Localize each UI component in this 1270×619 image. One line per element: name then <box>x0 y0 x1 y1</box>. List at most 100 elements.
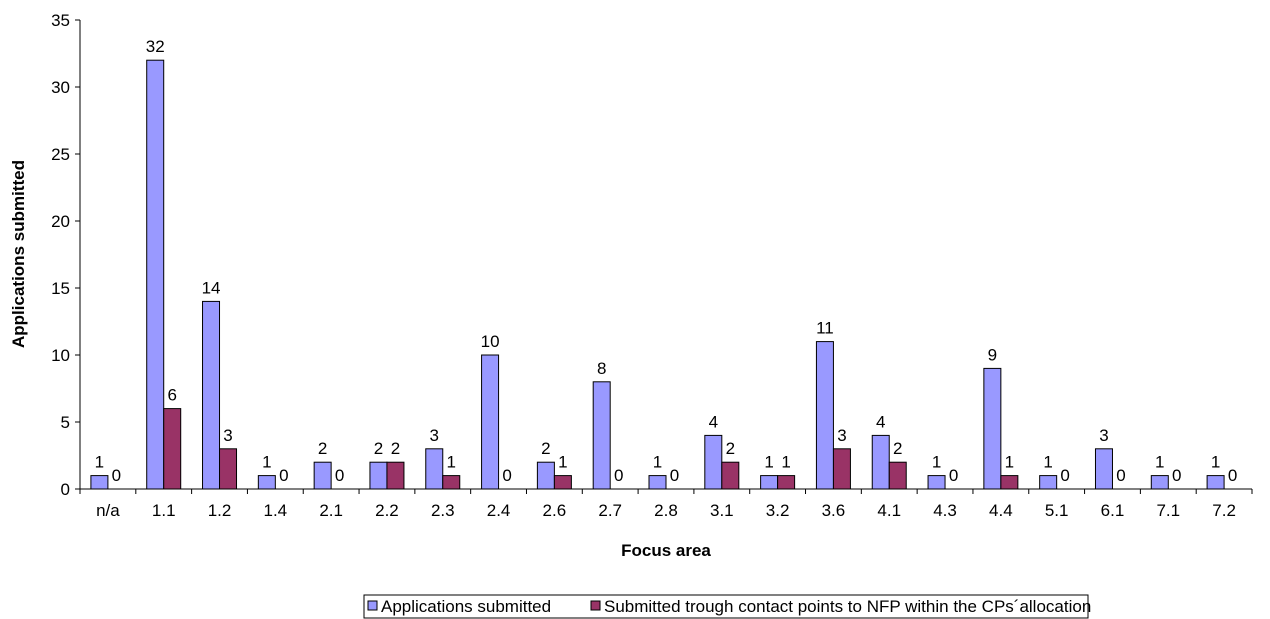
bar-applications <box>815 341 834 490</box>
data-label-contact-points: 1 <box>447 453 456 472</box>
x-tick-label: 2.6 <box>543 501 567 520</box>
data-label-applications: 4 <box>876 412 885 431</box>
x-tick-label: 4.3 <box>933 501 957 520</box>
data-label-applications: 3 <box>1099 426 1108 445</box>
x-tick-label: 2.2 <box>375 501 399 520</box>
y-tick-label: 30 <box>51 78 70 97</box>
bar-contact-points <box>721 461 740 490</box>
data-label-applications: 9 <box>988 345 997 364</box>
x-tick-label: 3.1 <box>710 501 734 520</box>
data-label-applications: 1 <box>1155 453 1164 472</box>
data-label-contact-points: 0 <box>949 466 958 485</box>
data-label-applications: 3 <box>430 426 439 445</box>
data-label-contact-points: 3 <box>223 426 232 445</box>
data-label-applications: 1 <box>653 453 662 472</box>
y-tick-label: 15 <box>51 279 70 298</box>
x-tick-label: 1.4 <box>264 501 288 520</box>
bars <box>90 59 1225 490</box>
legend-box <box>363 594 1089 619</box>
data-label-applications: 1 <box>1043 453 1052 472</box>
x-tick-label: 6.1 <box>1101 501 1125 520</box>
x-tick-label: 7.1 <box>1156 501 1180 520</box>
data-label-contact-points: 0 <box>279 466 288 485</box>
bar-contact-points <box>442 475 461 490</box>
bar-applications <box>369 461 388 490</box>
data-label-applications: 2 <box>374 439 383 458</box>
bar-applications <box>536 461 555 490</box>
bar-contact-points <box>888 461 907 490</box>
x-tick-label: 2.1 <box>319 501 343 520</box>
y-tick-label: 20 <box>51 212 70 231</box>
data-label-applications: 1 <box>262 453 271 472</box>
data-label-contact-points: 2 <box>726 439 735 458</box>
x-tick-label: 1.2 <box>208 501 232 520</box>
x-tick-label: 2.4 <box>487 501 511 520</box>
data-label-contact-points: 0 <box>1116 466 1125 485</box>
legend: Applications submitted Submitted trough … <box>363 594 1091 619</box>
x-axis-title: Focus area <box>621 541 711 560</box>
bar-applications <box>481 354 500 490</box>
legend-swatch-applications <box>367 600 378 611</box>
bar-applications <box>648 475 667 490</box>
bar-applications <box>592 381 611 490</box>
y-tick-label: 10 <box>51 346 70 365</box>
bar-contact-points <box>832 448 851 490</box>
data-label-contact-points: 0 <box>1228 466 1237 485</box>
data-label-contact-points: 2 <box>893 439 902 458</box>
data-label-applications: 1 <box>95 453 104 472</box>
legend-label-contact-points: Submitted trough contact points to NFP w… <box>604 597 1091 616</box>
bar-applications <box>1150 475 1169 490</box>
bar-applications <box>1039 475 1058 490</box>
y-tick-label: 0 <box>61 480 70 499</box>
legend-swatch-contact-points <box>590 600 601 611</box>
data-label-contact-points: 1 <box>1005 453 1014 472</box>
x-tick-label: 4.4 <box>989 501 1013 520</box>
data-label-contact-points: 0 <box>112 466 121 485</box>
bar-applications <box>202 300 221 490</box>
data-label-contact-points: 3 <box>837 426 846 445</box>
data-label-applications: 2 <box>541 439 550 458</box>
data-label-contact-points: 0 <box>1060 466 1069 485</box>
data-label-contact-points: 1 <box>781 453 790 472</box>
y-axis-ticks: 0 5 10 15 20 25 30 35 <box>51 11 80 499</box>
x-tick-label: 2.7 <box>598 501 622 520</box>
x-tick-label: n/a <box>96 501 120 520</box>
bar-applications <box>1206 475 1225 490</box>
x-axis-ticks: n/a 1.1 1.2 1.4 2.1 2.2 2.3 2.4 2.6 2.7 2.8 3.1 3.2 3… <box>79 489 1253 520</box>
x-tick-label: 3.2 <box>766 501 790 520</box>
bar-applications <box>983 367 1002 490</box>
legend-label-applications: Applications submitted <box>381 597 551 616</box>
y-axis-title: Applications submitted <box>9 160 28 348</box>
bar-contact-points <box>386 461 405 490</box>
y-tick-label: 5 <box>61 413 70 432</box>
data-label-applications: 1 <box>764 453 773 472</box>
bar-contact-points <box>219 448 238 490</box>
y-tick-label: 25 <box>51 145 70 164</box>
bar-applications <box>704 434 723 490</box>
x-tick-label: 4.1 <box>877 501 901 520</box>
data-label-applications: 10 <box>481 332 500 351</box>
bar-applications <box>1094 448 1113 490</box>
data-label-contact-points: 0 <box>614 466 623 485</box>
bar-contact-points <box>777 475 796 490</box>
data-label-contact-points: 0 <box>670 466 679 485</box>
data-label-applications: 8 <box>597 359 606 378</box>
bar-contact-points <box>553 475 572 490</box>
x-tick-label: 5.1 <box>1045 501 1069 520</box>
x-tick-label: 1.1 <box>152 501 176 520</box>
x-tick-label: 2.3 <box>431 501 455 520</box>
x-tick-label: 7.2 <box>1212 501 1236 520</box>
bar-applications <box>257 475 276 490</box>
data-label-contact-points: 1 <box>558 453 567 472</box>
data-label-contact-points: 0 <box>335 466 344 485</box>
data-label-applications: 1 <box>1211 453 1220 472</box>
x-tick-label: 2.8 <box>654 501 678 520</box>
bar-applications <box>927 475 946 490</box>
data-label-applications: 14 <box>202 278 221 297</box>
data-label-applications: 1 <box>932 453 941 472</box>
data-label-applications: 4 <box>709 412 718 431</box>
bar-applications <box>760 475 779 490</box>
data-label-applications: 32 <box>146 37 165 56</box>
bar-contact-points <box>163 408 182 490</box>
